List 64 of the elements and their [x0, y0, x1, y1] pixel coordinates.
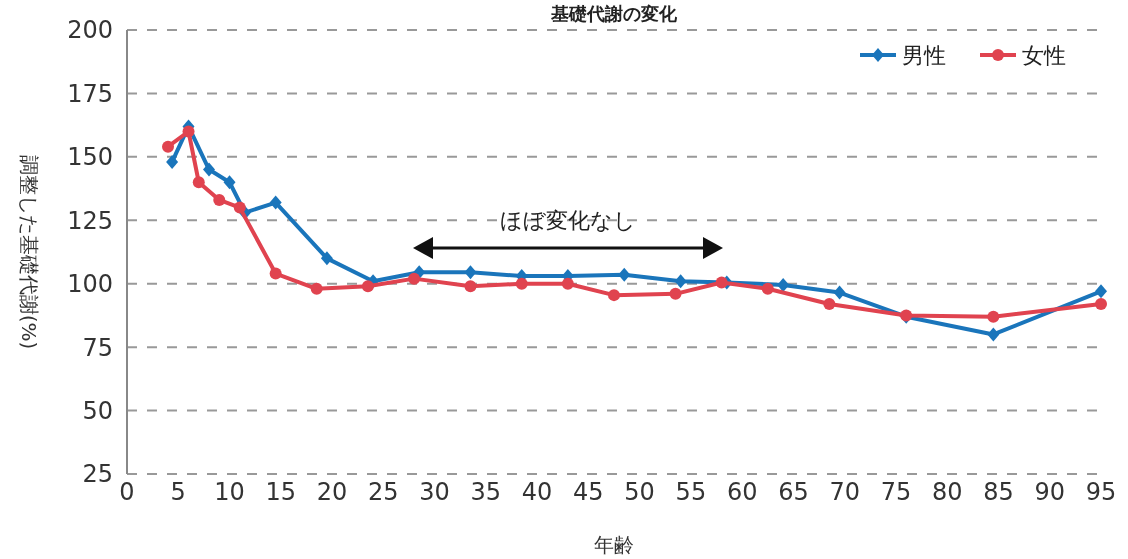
point — [233, 201, 246, 214]
point — [987, 327, 1000, 342]
point — [182, 125, 195, 138]
point — [674, 274, 687, 289]
point — [561, 277, 574, 290]
point — [166, 154, 179, 169]
point — [833, 285, 846, 300]
x-tick-label: 75 — [880, 478, 912, 506]
point — [223, 175, 236, 190]
y-tick-label: 150 — [67, 143, 113, 172]
y-axis-title: 調整した基礎代謝(%) — [17, 154, 41, 350]
point — [715, 276, 728, 289]
point — [608, 289, 620, 302]
point — [408, 272, 421, 285]
x-tick-label: 70 — [829, 478, 860, 506]
x-tick-label: 25 — [368, 478, 399, 506]
point — [1095, 284, 1107, 299]
point — [777, 277, 790, 292]
x-axis-title: 年齢 — [594, 533, 634, 557]
x-tick-label: 95 — [1085, 478, 1117, 506]
x-tick-label: 80 — [931, 478, 963, 506]
x-tick-label: 45 — [573, 478, 604, 506]
x-tick-label: 85 — [983, 478, 1014, 506]
point — [162, 140, 175, 153]
point — [192, 176, 205, 189]
x-tick-label: 90 — [1034, 478, 1066, 506]
y-tick-label: 75 — [82, 333, 113, 362]
x-tick-label: 0 — [119, 478, 135, 506]
x-tick-label: 10 — [214, 478, 245, 506]
x-tick-label: 60 — [726, 478, 758, 506]
point — [669, 287, 682, 300]
chart-title: 基礎代謝の変化 — [550, 3, 678, 24]
x-tick-label: 65 — [778, 478, 809, 506]
point — [618, 267, 631, 282]
point — [464, 280, 477, 293]
point — [464, 265, 477, 280]
point — [515, 277, 528, 290]
y-tick-label: 100 — [67, 270, 113, 299]
x-tick-label: 5 — [170, 478, 186, 506]
x-tick-label: 55 — [675, 478, 707, 506]
x-tick-label: 50 — [624, 478, 655, 506]
point — [203, 162, 216, 177]
legend-label: 男性 — [902, 42, 946, 68]
legend-label: 女性 — [1022, 42, 1066, 68]
x-tick-label: 20 — [316, 478, 348, 506]
point — [1095, 298, 1107, 311]
x-tick-label: 30 — [419, 478, 450, 506]
point — [269, 195, 282, 210]
point — [269, 267, 282, 280]
y-tick-label: 175 — [67, 79, 113, 108]
point — [761, 282, 774, 295]
point — [310, 282, 323, 295]
annotation: ほぼ変化なし — [500, 208, 636, 233]
y-tick-label: 200 — [67, 16, 113, 45]
x-tick-label: 35 — [470, 478, 502, 506]
point — [823, 298, 836, 311]
x-tick-label: 40 — [521, 478, 553, 506]
x-tick-label: 15 — [265, 478, 297, 506]
y-tick-label: 50 — [82, 396, 113, 425]
y-tick-label: 125 — [67, 206, 113, 235]
point — [320, 251, 333, 266]
point — [987, 310, 1000, 323]
point — [213, 193, 226, 206]
point — [361, 280, 374, 293]
